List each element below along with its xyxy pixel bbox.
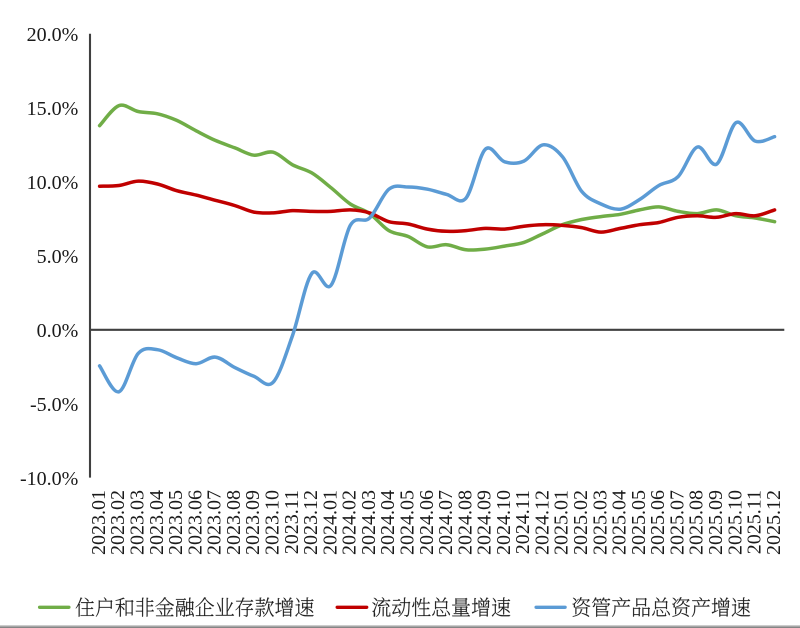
svg-text:2025.12: 2025.12	[763, 490, 785, 555]
svg-text:2024.09: 2024.09	[474, 490, 496, 555]
svg-text:-5.0%: -5.0%	[30, 394, 78, 416]
svg-text:2023.03: 2023.03	[127, 490, 149, 555]
svg-text:2025.09: 2025.09	[705, 490, 727, 555]
svg-text:2024.11: 2024.11	[512, 490, 534, 554]
svg-text:2025.01: 2025.01	[551, 490, 573, 555]
svg-text:2023.08: 2023.08	[223, 490, 245, 555]
svg-text:2024.03: 2024.03	[358, 490, 380, 555]
svg-text:2024.12: 2024.12	[531, 490, 553, 555]
svg-text:2025.10: 2025.10	[724, 490, 746, 555]
svg-text:2025.04: 2025.04	[609, 490, 631, 555]
svg-text:2025.07: 2025.07	[666, 490, 688, 555]
svg-text:0.0%: 0.0%	[37, 320, 79, 342]
svg-text:20.0%: 20.0%	[27, 24, 79, 46]
svg-text:5.0%: 5.0%	[37, 246, 79, 268]
svg-text:2025.11: 2025.11	[744, 490, 766, 554]
svg-text:2024.10: 2024.10	[493, 490, 515, 555]
svg-text:-10.0%: -10.0%	[20, 468, 78, 490]
svg-text:2023.11: 2023.11	[281, 490, 303, 554]
svg-text:2024.05: 2024.05	[396, 490, 418, 555]
svg-text:2023.05: 2023.05	[165, 490, 187, 555]
svg-text:2024.08: 2024.08	[454, 490, 476, 555]
svg-text:2025.06: 2025.06	[647, 490, 669, 555]
svg-text:2023.01: 2023.01	[88, 490, 110, 555]
svg-text:2024.06: 2024.06	[416, 490, 438, 555]
svg-text:2023.09: 2023.09	[242, 490, 264, 555]
svg-text:10.0%: 10.0%	[27, 172, 79, 194]
svg-text:2023.07: 2023.07	[204, 490, 226, 555]
svg-text:2023.02: 2023.02	[107, 490, 129, 555]
svg-text:2024.01: 2024.01	[319, 490, 341, 555]
svg-text:2023.10: 2023.10	[261, 490, 283, 555]
svg-text:2025.08: 2025.08	[686, 490, 708, 555]
svg-text:15.0%: 15.0%	[27, 98, 79, 120]
svg-text:2023.04: 2023.04	[146, 490, 168, 555]
svg-text:2023.12: 2023.12	[300, 490, 322, 555]
svg-text:2025.02: 2025.02	[570, 490, 592, 555]
svg-text:2024.04: 2024.04	[377, 490, 399, 555]
svg-text:2024.07: 2024.07	[435, 490, 457, 555]
svg-text:2024.02: 2024.02	[339, 490, 361, 555]
svg-text:2025.03: 2025.03	[589, 490, 611, 555]
svg-text:2023.06: 2023.06	[184, 490, 206, 555]
svg-text:2025.05: 2025.05	[628, 490, 650, 555]
